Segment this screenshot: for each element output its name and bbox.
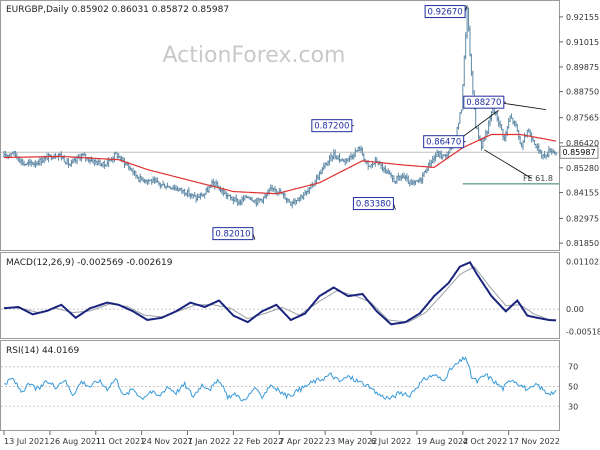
annotation-label: 0.82010	[215, 230, 250, 240]
price-bar	[554, 152, 558, 156]
rsi-chart	[1, 355, 559, 407]
price-annotation: 0.83380	[352, 197, 396, 211]
price-y-tick-label: 0.88750	[566, 88, 599, 97]
annotation-box	[423, 135, 465, 149]
price-chart: FE 61.8 0.92670 0.88270 0.87200 0.86470 0.833…	[1, 5, 559, 241]
macd-panel-title: MACD(12,26,9) -0.002569 -0.002619	[6, 258, 173, 268]
rsi-panel-frame	[0, 340, 560, 431]
current-price-label: 0.85987	[562, 148, 595, 157]
price-panel-frame	[0, 0, 560, 251]
price-y-tick-label: 0.89875	[566, 63, 599, 72]
x-tick-label: 6 Jul 2022	[371, 437, 411, 446]
price-annotation: 0.82010	[212, 227, 256, 241]
macd-panel-frame	[0, 252, 560, 339]
x-tick-label: 11 Oct 2021	[96, 437, 145, 446]
macd-y-tick-label: 0.011023	[566, 257, 600, 266]
trendline	[459, 109, 499, 140]
current-price-tag	[559, 145, 599, 159]
x-tick-label: 7 Jan 2022	[188, 437, 231, 446]
price-annotation: 0.88270	[463, 95, 506, 109]
rsi-line	[3, 355, 557, 402]
price-y-tick-label: 0.82975	[566, 214, 599, 223]
annotation-label: 0.86470	[426, 138, 461, 148]
rsi-y-tick-label: 70	[568, 363, 578, 372]
price-y-tick-label: 0.92155	[566, 13, 599, 22]
macd-y-tick-label: -0.005182	[566, 328, 600, 337]
watermark: ActionForex.com	[163, 43, 346, 68]
annotation-box	[463, 95, 505, 109]
annotation-label: 0.88270	[466, 98, 501, 108]
annotation-label: 0.87200	[314, 122, 349, 132]
x-tick-label: 13 Jul 2021	[4, 437, 49, 446]
macd-line	[3, 261, 557, 326]
x-tick-label: 24 Nov 2021	[142, 437, 193, 446]
rsi-y-tick-label: 30	[568, 402, 578, 411]
x-tick-label: 7 Apr 2022	[279, 437, 323, 446]
annotation-box	[352, 197, 394, 211]
price-y-tick-label: 0.81850	[566, 239, 599, 248]
x-tick-label: 26 Aug 2021	[50, 437, 101, 446]
rsi-y-tick-label: 50	[568, 383, 578, 392]
annotation-label: 0.83380	[356, 200, 391, 210]
price-annotation: 0.86470	[423, 135, 466, 149]
axes: 0.92155 0.91015 0.89875 0.88750 0.87565 0.864…	[3, 13, 600, 446]
x-tick-label: 17 Nov 2022	[509, 437, 560, 446]
macd-chart	[1, 261, 559, 326]
price-y-tick-label: 0.84155	[566, 189, 599, 198]
x-tick-label: 19 Aug 2022	[417, 437, 468, 446]
price-y-tick-label: 0.86420	[566, 139, 599, 148]
price-annotation: 0.87200	[311, 119, 354, 133]
annotation-box	[311, 119, 353, 133]
x-tick-label: 23 May 2022	[325, 437, 377, 446]
x-tick-label: 4 Oct 2022	[463, 437, 507, 446]
fe-level-label: FE 61.8	[523, 174, 553, 183]
rsi-panel-title: RSI(14) 44.0169	[6, 346, 79, 356]
price-y-tick-label: 0.87565	[566, 114, 599, 123]
macd-y-tick-label: 0.00	[566, 305, 584, 314]
symbol-header: EURGBP,Daily 0.85902 0.86031 0.85872 0.8…	[6, 5, 229, 15]
trendline	[484, 149, 532, 179]
annotation-box	[212, 227, 254, 241]
price-annotation: 0.92670	[424, 5, 468, 19]
annotation-label: 0.92670	[428, 8, 463, 18]
annotation-box	[424, 5, 466, 19]
x-tick-label: 22 Feb 2022	[233, 437, 283, 446]
price-y-tick-label: 0.85280	[566, 164, 599, 173]
price-y-tick-label: 0.91015	[566, 38, 599, 47]
